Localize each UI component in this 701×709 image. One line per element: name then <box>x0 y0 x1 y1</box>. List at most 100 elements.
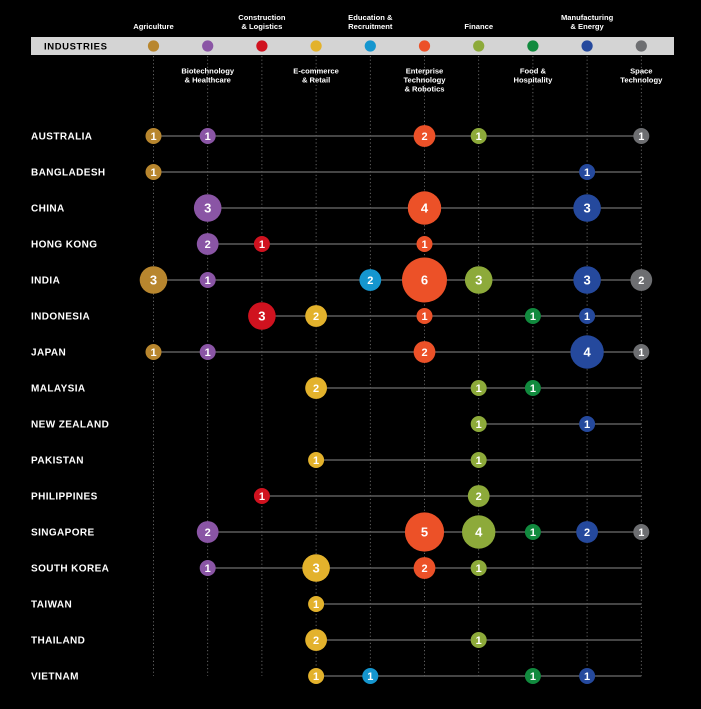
bubble-value-label: 1 <box>205 131 211 143</box>
bubble-value-label: 1 <box>367 671 373 683</box>
bubble-value-label: 2 <box>421 131 427 143</box>
bubble-value-label: 3 <box>150 273 157 288</box>
bubble-value-label: 1 <box>476 635 482 647</box>
bubble-value-label: 6 <box>421 273 428 288</box>
industry-legend-dot <box>310 40 322 52</box>
bubble-value-label: 1 <box>205 563 211 575</box>
bubble <box>359 269 382 291</box>
bubble <box>579 668 596 684</box>
country-label: SINGAPORE <box>31 528 95 539</box>
country-label: JAPAN <box>31 348 66 359</box>
bubble <box>570 335 604 369</box>
bubble-value-label: 1 <box>259 491 265 503</box>
bubble <box>630 269 653 291</box>
industry-header-label: E-commerce & Retail <box>293 67 339 85</box>
industry-legend-dot <box>527 40 539 52</box>
bubble-value-label: 2 <box>313 635 319 647</box>
bubble-value-label: 1 <box>259 239 265 251</box>
bubble-value-label: 3 <box>312 561 319 576</box>
bubble-value-label: 1 <box>150 131 156 143</box>
bubble <box>145 128 162 144</box>
bubble-value-label: 1 <box>476 563 482 575</box>
bubble-value-label: 1 <box>530 311 536 323</box>
industry-header-label: Manufacturing & Energy <box>561 13 614 31</box>
industry-legend-dot <box>473 40 485 52</box>
bubble <box>470 452 487 468</box>
bubble <box>199 128 216 144</box>
bubble-value-label: 1 <box>476 455 482 467</box>
country-label: SOUTH KOREA <box>31 564 109 575</box>
bubble-value-label: 2 <box>638 275 644 287</box>
bubble-value-label: 3 <box>583 273 590 288</box>
bubble <box>633 344 650 360</box>
bubble <box>467 485 490 507</box>
bubble <box>145 344 162 360</box>
bubble-value-label: 1 <box>476 419 482 431</box>
industry-header-label: Construction & Logistics <box>238 13 286 31</box>
bubble <box>407 191 442 225</box>
country-labels: AUSTRALIA BANGLADESH CHINA HONG KONG INDIA IN… <box>31 132 109 683</box>
bubble-value-label: 2 <box>205 239 211 251</box>
industry-legend-dot <box>418 40 431 52</box>
industry-header-labels: Agriculture Biotechnology & Healthcare Cons… <box>133 13 663 94</box>
bubble-value-label: 2 <box>367 275 373 287</box>
bubble <box>524 308 541 324</box>
country-label: INDONESIA <box>31 312 90 323</box>
country-label: PHILIPPINES <box>31 492 98 503</box>
bubble <box>633 524 650 540</box>
bubble <box>464 266 493 294</box>
bubbles: 1 1 2 1 1 1 1 3 4 3 2 1 1 3 1 2 6 3 3 2 3 2 1 1 1 1 1 2 4 1 2 1 1 1 1 1 1 1 2 2… <box>139 125 653 684</box>
industries-band <box>31 37 674 55</box>
bubble-value-label: 1 <box>150 347 156 359</box>
country-label: BANGLADESH <box>31 168 106 179</box>
bubble-value-label: 1 <box>638 131 644 143</box>
bubble <box>416 236 433 252</box>
bubble-value-label: 1 <box>421 311 427 323</box>
country-label: INDIA <box>31 276 60 287</box>
bubble-value-label: 1 <box>205 347 211 359</box>
industry-legend-dot <box>147 40 160 52</box>
bubble <box>402 257 447 303</box>
bubble-value-label: 5 <box>421 525 428 540</box>
industry-header-label: Agriculture <box>133 22 174 31</box>
industry-header-label: Biotechnology & Healthcare <box>181 67 235 85</box>
bubble-value-label: 2 <box>584 527 590 539</box>
industry-header-label: Finance <box>464 22 493 31</box>
industry-header-label: Food & Hospitality <box>513 67 553 85</box>
bubble <box>579 416 596 432</box>
bubble <box>462 515 496 549</box>
bubble-value-label: 3 <box>258 309 265 324</box>
bubble-value-label: 1 <box>421 239 427 251</box>
bubble <box>248 302 276 330</box>
bubble-value-label: 1 <box>313 671 319 683</box>
country-label: TAIWAN <box>31 600 72 611</box>
bubble <box>524 668 541 684</box>
bubble <box>302 554 330 582</box>
country-label: AUSTRALIA <box>31 132 92 143</box>
industry-header-label: Space Technology <box>620 67 663 85</box>
bubble <box>139 266 168 294</box>
bubble <box>573 266 601 294</box>
bubble <box>308 668 325 684</box>
bubble-value-label: 2 <box>313 383 319 395</box>
industry-header-label: Enterprise Technology & Robotics <box>403 67 446 94</box>
country-label: THAILAND <box>31 636 85 647</box>
bubble-value-label: 1 <box>150 167 156 179</box>
bubble-value-label: 4 <box>583 345 591 360</box>
bubble-value-label: 1 <box>476 131 482 143</box>
bubble <box>199 560 216 576</box>
bubble-value-label: 3 <box>583 201 590 216</box>
bubble-value-label: 1 <box>476 383 482 395</box>
bubble <box>305 305 327 327</box>
bubble <box>362 668 379 684</box>
country-label: MALAYSIA <box>31 384 86 395</box>
bubble-value-label: 2 <box>313 311 319 323</box>
bubble <box>470 128 487 144</box>
bubble <box>308 596 325 612</box>
bubble-value-label: 4 <box>421 201 429 216</box>
country-label: CHINA <box>31 204 65 215</box>
bubble <box>145 164 162 180</box>
bubble <box>470 380 487 396</box>
country-label: HONG KONG <box>31 240 97 251</box>
